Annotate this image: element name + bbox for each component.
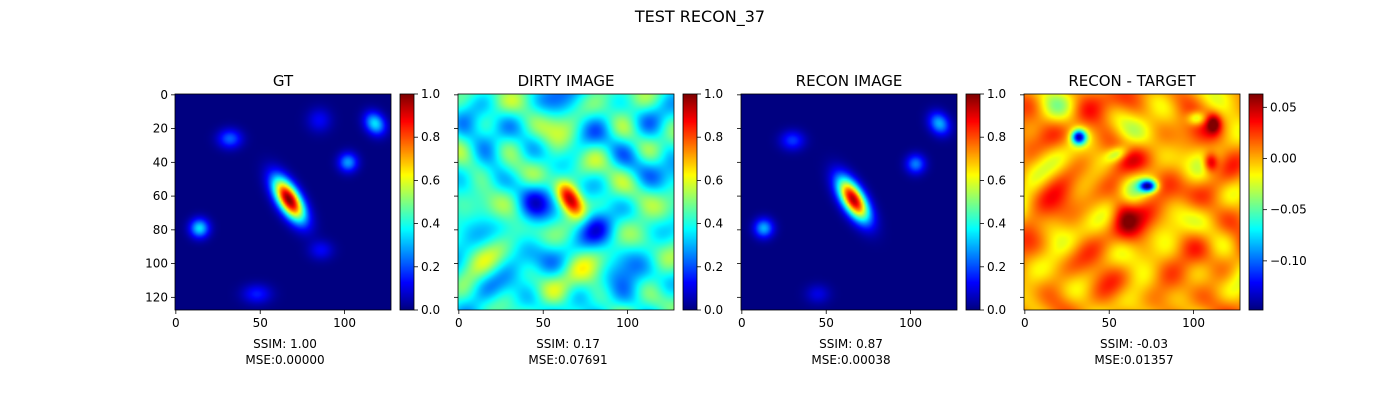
colorbar-frame [1248,93,1264,311]
colorbar-tick-label: 0.0 [987,303,1006,317]
colorbar-tick-label: 0.8 [704,130,723,144]
x-tick-label: 50 [1102,316,1117,330]
colorbar-tick-label: 0.05 [1270,100,1297,114]
x-tick-label: 0 [455,316,463,330]
y-tick-label: 120 [145,290,168,304]
panel-4: RECON - TARGET 0 50 100 SSIM: -0.03 MSE:0.013… [1020,72,1307,367]
colorbar-tick-label: 0.2 [421,260,440,274]
colorbar-tick-label: 0.6 [704,173,723,187]
y-tick-label: 20 [153,122,168,136]
x-tick-label: 100 [899,316,922,330]
panel-3: RECON IMAGE 0 50 100 SSIM: 0.87 MSE:0.00038 0.… [737,72,1006,367]
x-tick-label: 100 [1182,316,1205,330]
colorbar-frame [399,93,415,311]
colorbar-tick-label: 0.4 [987,217,1006,231]
colorbar-tick-label: 0.0 [704,303,723,317]
colorbar-tick-label: 0.6 [987,173,1006,187]
colorbar-tick-label: −0.05 [1270,203,1307,217]
colorbar-tick-label: 0.0 [421,303,440,317]
panel-2: DIRTY IMAGE 0 50 100 SSIM: 0.17 MSE:0.07691 0.… [454,72,723,367]
axes-frame [1023,93,1241,311]
colorbar [966,94,980,310]
x-tick-label: 0 [738,316,746,330]
colorbar [400,94,414,310]
x-tick-label: 100 [616,316,639,330]
colorbar-tick-label: 0.6 [421,173,440,187]
colorbar-tick-label: 0.2 [987,260,1006,274]
metric-caption: MSE:0.01357 [1094,353,1173,367]
metric-caption: SSIM: -0.03 [1100,337,1168,351]
metric-caption: MSE:0.07691 [528,353,607,367]
colorbar [683,94,697,310]
colorbar-frame [965,93,981,311]
y-tick-label: 40 [153,155,168,169]
panels: GT 0 50 100 0 20 40 60 80 100 120 SSIM: 1.00 MSE:0.0… [145,72,1307,367]
heatmap-image [175,94,391,310]
y-tick-label: 80 [153,223,168,237]
heatmap-image [458,94,674,310]
panel-title: DIRTY IMAGE [518,72,615,90]
y-tick-label: 60 [153,189,168,203]
colorbar-tick-label: 1.0 [704,87,723,101]
metric-caption: MSE:0.00038 [811,353,890,367]
colorbar-tick-label: −0.10 [1270,254,1307,268]
x-tick-label: 100 [333,316,356,330]
y-tick-label: 0 [160,88,168,102]
colorbar [1249,94,1263,310]
x-tick-label: 50 [253,316,268,330]
y-tick-label: 100 [145,257,168,271]
colorbar-tick-label: 1.0 [987,87,1006,101]
metric-caption: SSIM: 0.87 [819,337,883,351]
panel-title: RECON IMAGE [796,72,903,90]
panel-title: GT [273,72,294,90]
x-tick-label: 50 [536,316,551,330]
colorbar-tick-label: 1.0 [421,87,440,101]
x-tick-label: 50 [819,316,834,330]
colorbar-tick-label: 0.8 [987,130,1006,144]
metric-caption: MSE:0.00000 [245,353,324,367]
heatmap-image [741,94,957,310]
panel-title: RECON - TARGET [1068,72,1196,90]
colorbar-tick-label: 0.8 [421,130,440,144]
colorbar-frame [682,93,698,311]
metric-caption: SSIM: 1.00 [253,337,317,351]
x-tick-label: 0 [1021,316,1029,330]
colorbar-tick-label: 0.00 [1270,151,1297,165]
x-tick-label: 0 [172,316,180,330]
colorbar-tick-label: 0.2 [704,260,723,274]
panel-1: GT 0 50 100 0 20 40 60 80 100 120 SSIM: 1.00 MSE:0.0… [145,72,440,367]
axes-frame [740,93,958,311]
metric-caption: SSIM: 0.17 [536,337,600,351]
axes-frame [457,93,675,311]
colorbar-tick-label: 0.4 [421,217,440,231]
figure-title: TEST RECON_37 [634,7,765,27]
axes-frame [174,93,392,311]
heatmap-image [1024,94,1240,310]
colorbar-tick-label: 0.4 [704,217,723,231]
